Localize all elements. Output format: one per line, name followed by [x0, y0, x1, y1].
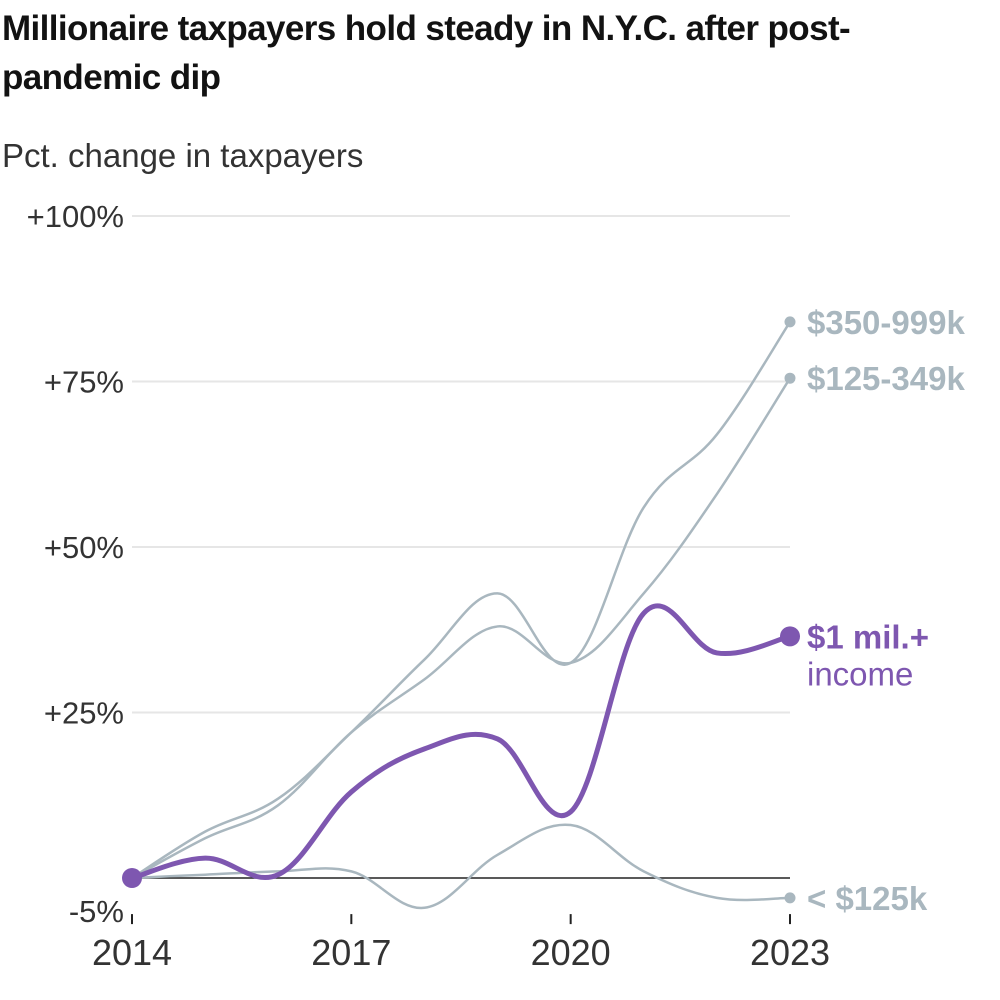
chart-title: Millionaire taxpayers hold steady in N.Y…: [2, 9, 851, 97]
gridlines: [132, 215, 790, 714]
series-labels: $350-999k $125-349k < $125k $1 mil.+income: [807, 304, 965, 917]
x-tick-label: 2023: [750, 932, 830, 973]
x-tick-label: 2017: [311, 932, 391, 973]
series-end-point-125k: [784, 892, 796, 904]
x-axis: 2014 2017 2020 2023: [92, 877, 830, 973]
y-tick-label: -5%: [69, 894, 124, 929]
series-end-point-125-349k: [784, 372, 796, 384]
series-sublabel: income: [807, 655, 913, 692]
y-tick-label: +25%: [44, 696, 124, 731]
x-tick-label: 2014: [92, 932, 172, 973]
series-end-point-350-999k: [784, 316, 796, 328]
series-lines: [122, 316, 800, 910]
series-start-point: [122, 868, 142, 888]
series-label-125-349k: $125-349k: [807, 360, 965, 397]
series-label-125k: < $125k: [807, 880, 928, 917]
series-label-million-plus: $1 mil.+: [807, 618, 929, 655]
series-line-350-999k: [130, 320, 792, 880]
x-tick-label: 2020: [531, 932, 611, 973]
series-label-350-999k: $350-999k: [807, 304, 965, 341]
series-line-million-plus: [129, 603, 793, 881]
y-axis-labels: +100% +75% +50% +25% -5%: [27, 199, 124, 929]
y-tick-label: +100%: [27, 199, 124, 234]
chart-subtitle: Pct. change in taxpayers: [2, 137, 364, 174]
y-tick-label: +50%: [44, 530, 124, 565]
series-line-125-349k: [130, 376, 792, 880]
y-tick-label: +75%: [44, 365, 124, 400]
series-end-point-million-plus: [780, 626, 800, 647]
